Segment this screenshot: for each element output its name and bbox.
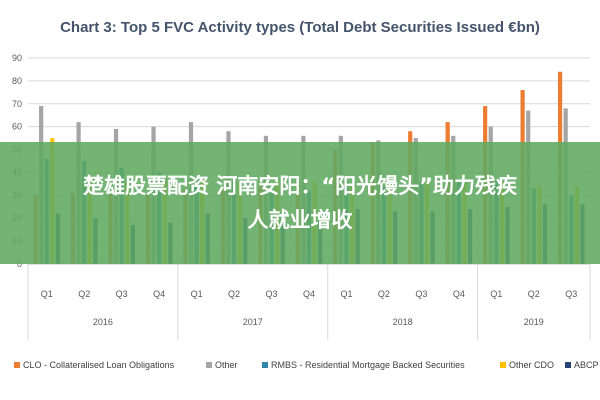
x-tick-label: Q1 <box>41 289 53 299</box>
legend-swatch <box>14 362 20 368</box>
x-tick-label: Q2 <box>78 289 90 299</box>
x-tick-label: Q1 <box>340 289 352 299</box>
x-tick-label: Q4 <box>153 289 165 299</box>
y-tick-label: 80 <box>12 76 22 86</box>
y-tick-label: 60 <box>12 122 22 132</box>
x-tick-label: Q2 <box>228 289 240 299</box>
x-tick-label: Q3 <box>565 289 577 299</box>
x-tick-label: Q1 <box>191 289 203 299</box>
legend-label: ABCP <box>574 360 599 370</box>
overlay-line-1: 楚雄股票配资 河南安阳：“阳光馒头”助力残疾 <box>83 174 517 198</box>
x-group-label: 2019 <box>524 317 544 327</box>
x-group-label: 2018 <box>393 317 413 327</box>
legend-label: Other CDO <box>509 360 554 370</box>
legend-swatch <box>206 362 212 368</box>
x-tick-label: Q3 <box>266 289 278 299</box>
chart-title: Chart 3: Top 5 FVC Activity types (Total… <box>60 19 540 36</box>
x-tick-label: Q1 <box>490 289 502 299</box>
x-tick-label: Q4 <box>303 289 315 299</box>
x-axis: Q1 Q2 Q3 Q4 Q1 Q2 Q3 Q4 Q1 Q2 Q3 Q4 Q1 Q2 Q3 2016 2017 20… <box>27 263 591 340</box>
overlay-line-2: 人就业增收 <box>247 208 353 232</box>
legend-swatch <box>262 362 268 368</box>
legend-label: CLO - Collateralised Loan Obligations <box>23 360 175 370</box>
legend-label: RMBS - Residential Mortgage Backed Secur… <box>271 360 465 370</box>
x-tick-label: Q3 <box>415 289 427 299</box>
legend-label: Other <box>215 360 238 370</box>
x-tick-label: Q3 <box>116 289 128 299</box>
legend-swatch <box>500 362 506 368</box>
x-tick-label: Q2 <box>378 289 390 299</box>
legend-swatch <box>565 362 571 368</box>
y-tick-label: 70 <box>12 99 22 109</box>
overlay-banner: 楚雄股票配资 河南安阳：“阳光馒头”助力残疾 人就业增收 <box>0 142 600 264</box>
y-tick-label: 0 <box>17 259 22 269</box>
legend: CLO - Collateralised Loan Obligations Oth… <box>14 360 599 370</box>
y-tick-label: 90 <box>12 53 22 63</box>
x-tick-label: Q4 <box>453 289 465 299</box>
x-group-label: 2016 <box>93 317 113 327</box>
x-group-label: 2017 <box>243 317 263 327</box>
x-tick-label: Q2 <box>528 289 540 299</box>
